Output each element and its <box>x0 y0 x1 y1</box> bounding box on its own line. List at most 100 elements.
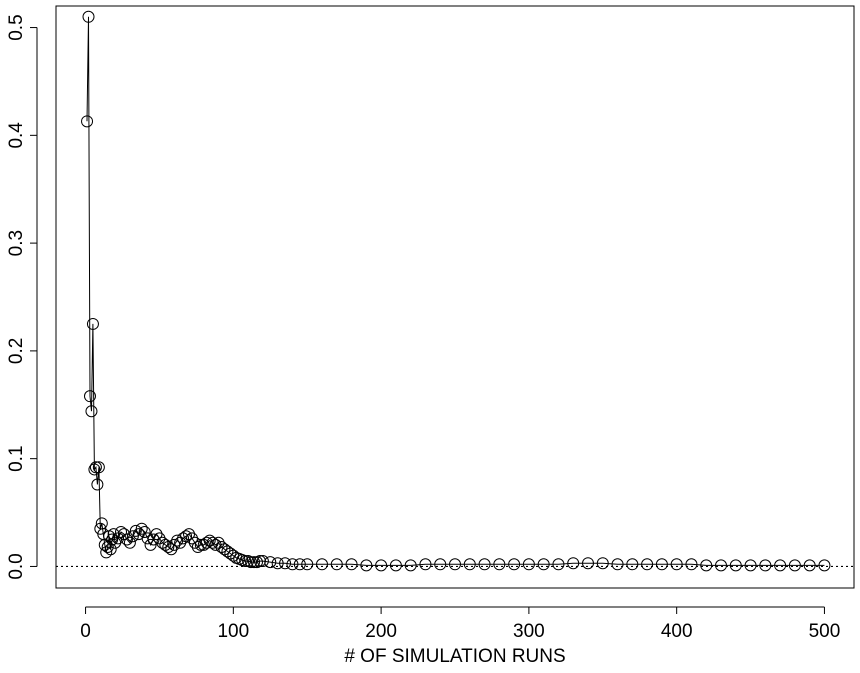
data-point <box>360 559 373 572</box>
x-axis: 0 100 200 300 400 500 <box>80 606 841 642</box>
data-point <box>271 557 284 570</box>
data-point <box>449 558 461 571</box>
data-point <box>316 558 328 571</box>
data-point <box>100 546 113 559</box>
data-point <box>759 559 772 572</box>
data-point <box>91 478 104 491</box>
data-point <box>104 543 117 556</box>
data-point <box>89 461 102 474</box>
series-line <box>86 16 825 566</box>
data-point <box>120 533 133 546</box>
data-point <box>493 558 506 571</box>
data-point <box>123 536 136 549</box>
data-point <box>345 558 358 571</box>
data-point <box>162 541 175 554</box>
x-tick-label: 400 <box>661 621 693 642</box>
data-point <box>655 558 668 571</box>
data-point <box>188 536 201 549</box>
data-point <box>537 558 550 571</box>
data-point <box>82 10 95 23</box>
data-point <box>150 528 163 541</box>
data-point <box>508 558 521 571</box>
data-point <box>107 528 120 541</box>
data-point <box>803 559 816 572</box>
x-tick-label: 100 <box>217 621 249 642</box>
plot-frame <box>55 5 855 589</box>
data-point <box>86 317 99 330</box>
x-tick-label: 200 <box>365 621 397 642</box>
data-point <box>552 558 565 571</box>
data-point <box>135 522 148 535</box>
y-tick-label: 0.3 <box>6 230 27 256</box>
data-point <box>115 525 128 538</box>
data-point <box>200 536 213 549</box>
data-point <box>253 555 266 568</box>
data-point <box>168 538 181 551</box>
y-tick-label: 0.0 <box>6 553 27 579</box>
data-point <box>138 525 151 538</box>
data-point <box>582 557 594 570</box>
data-point <box>729 559 742 572</box>
data-point <box>522 558 535 571</box>
data-point <box>375 559 388 572</box>
data-point <box>641 558 654 571</box>
data-point <box>419 558 432 571</box>
data-point <box>389 559 402 572</box>
data-point <box>106 533 119 546</box>
data-point <box>286 558 299 571</box>
data-point <box>248 556 261 569</box>
data-point <box>478 558 491 571</box>
data-point <box>264 556 277 569</box>
y-tick-label: 0.4 <box>6 122 27 149</box>
data-point <box>183 528 195 541</box>
data-point <box>92 461 105 474</box>
data-point <box>774 559 787 572</box>
data-point <box>197 538 210 551</box>
data-point <box>156 536 169 549</box>
data-point <box>301 558 314 571</box>
data-point <box>404 559 417 572</box>
data-point <box>159 538 172 551</box>
data-point <box>221 545 234 558</box>
data-point <box>245 556 258 569</box>
data-point <box>177 532 190 545</box>
data-point <box>81 115 94 128</box>
x-tick-label: 500 <box>809 621 841 642</box>
x-tick-label: 0 <box>80 621 91 642</box>
data-point <box>180 530 193 543</box>
y-axis: 0.0 0.1 0.2 0.3 0.4 0.5 <box>6 14 38 580</box>
y-tick-label: 0.5 <box>6 14 27 40</box>
data-point <box>434 558 447 571</box>
data-point <box>788 559 801 572</box>
data-point <box>463 558 476 571</box>
data-point <box>567 557 580 570</box>
data-point <box>626 558 639 571</box>
y-tick-label: 0.2 <box>6 338 27 364</box>
data-point <box>330 558 343 571</box>
y-tick-label: 0.1 <box>6 445 27 471</box>
data-point <box>670 558 683 571</box>
data-point <box>203 534 216 547</box>
data-point <box>165 543 178 556</box>
data-point <box>218 543 231 556</box>
data-point <box>239 555 252 568</box>
data-point <box>715 559 727 572</box>
data-point <box>129 524 142 537</box>
data-point <box>611 558 624 571</box>
data-point <box>744 559 757 572</box>
data-point <box>224 547 237 560</box>
data-point <box>83 390 96 403</box>
data-point <box>215 541 228 554</box>
data-point <box>112 532 125 545</box>
data-point <box>596 557 609 570</box>
x-tick-label: 300 <box>513 621 545 642</box>
data-point <box>85 405 98 418</box>
data-point <box>109 536 122 549</box>
data-point <box>256 555 269 568</box>
data-point <box>818 559 831 572</box>
data-point <box>293 558 306 571</box>
x-axis-title: # OF SIMULATION RUNS <box>344 646 565 667</box>
data-point <box>185 532 198 545</box>
data-points <box>81 10 831 572</box>
